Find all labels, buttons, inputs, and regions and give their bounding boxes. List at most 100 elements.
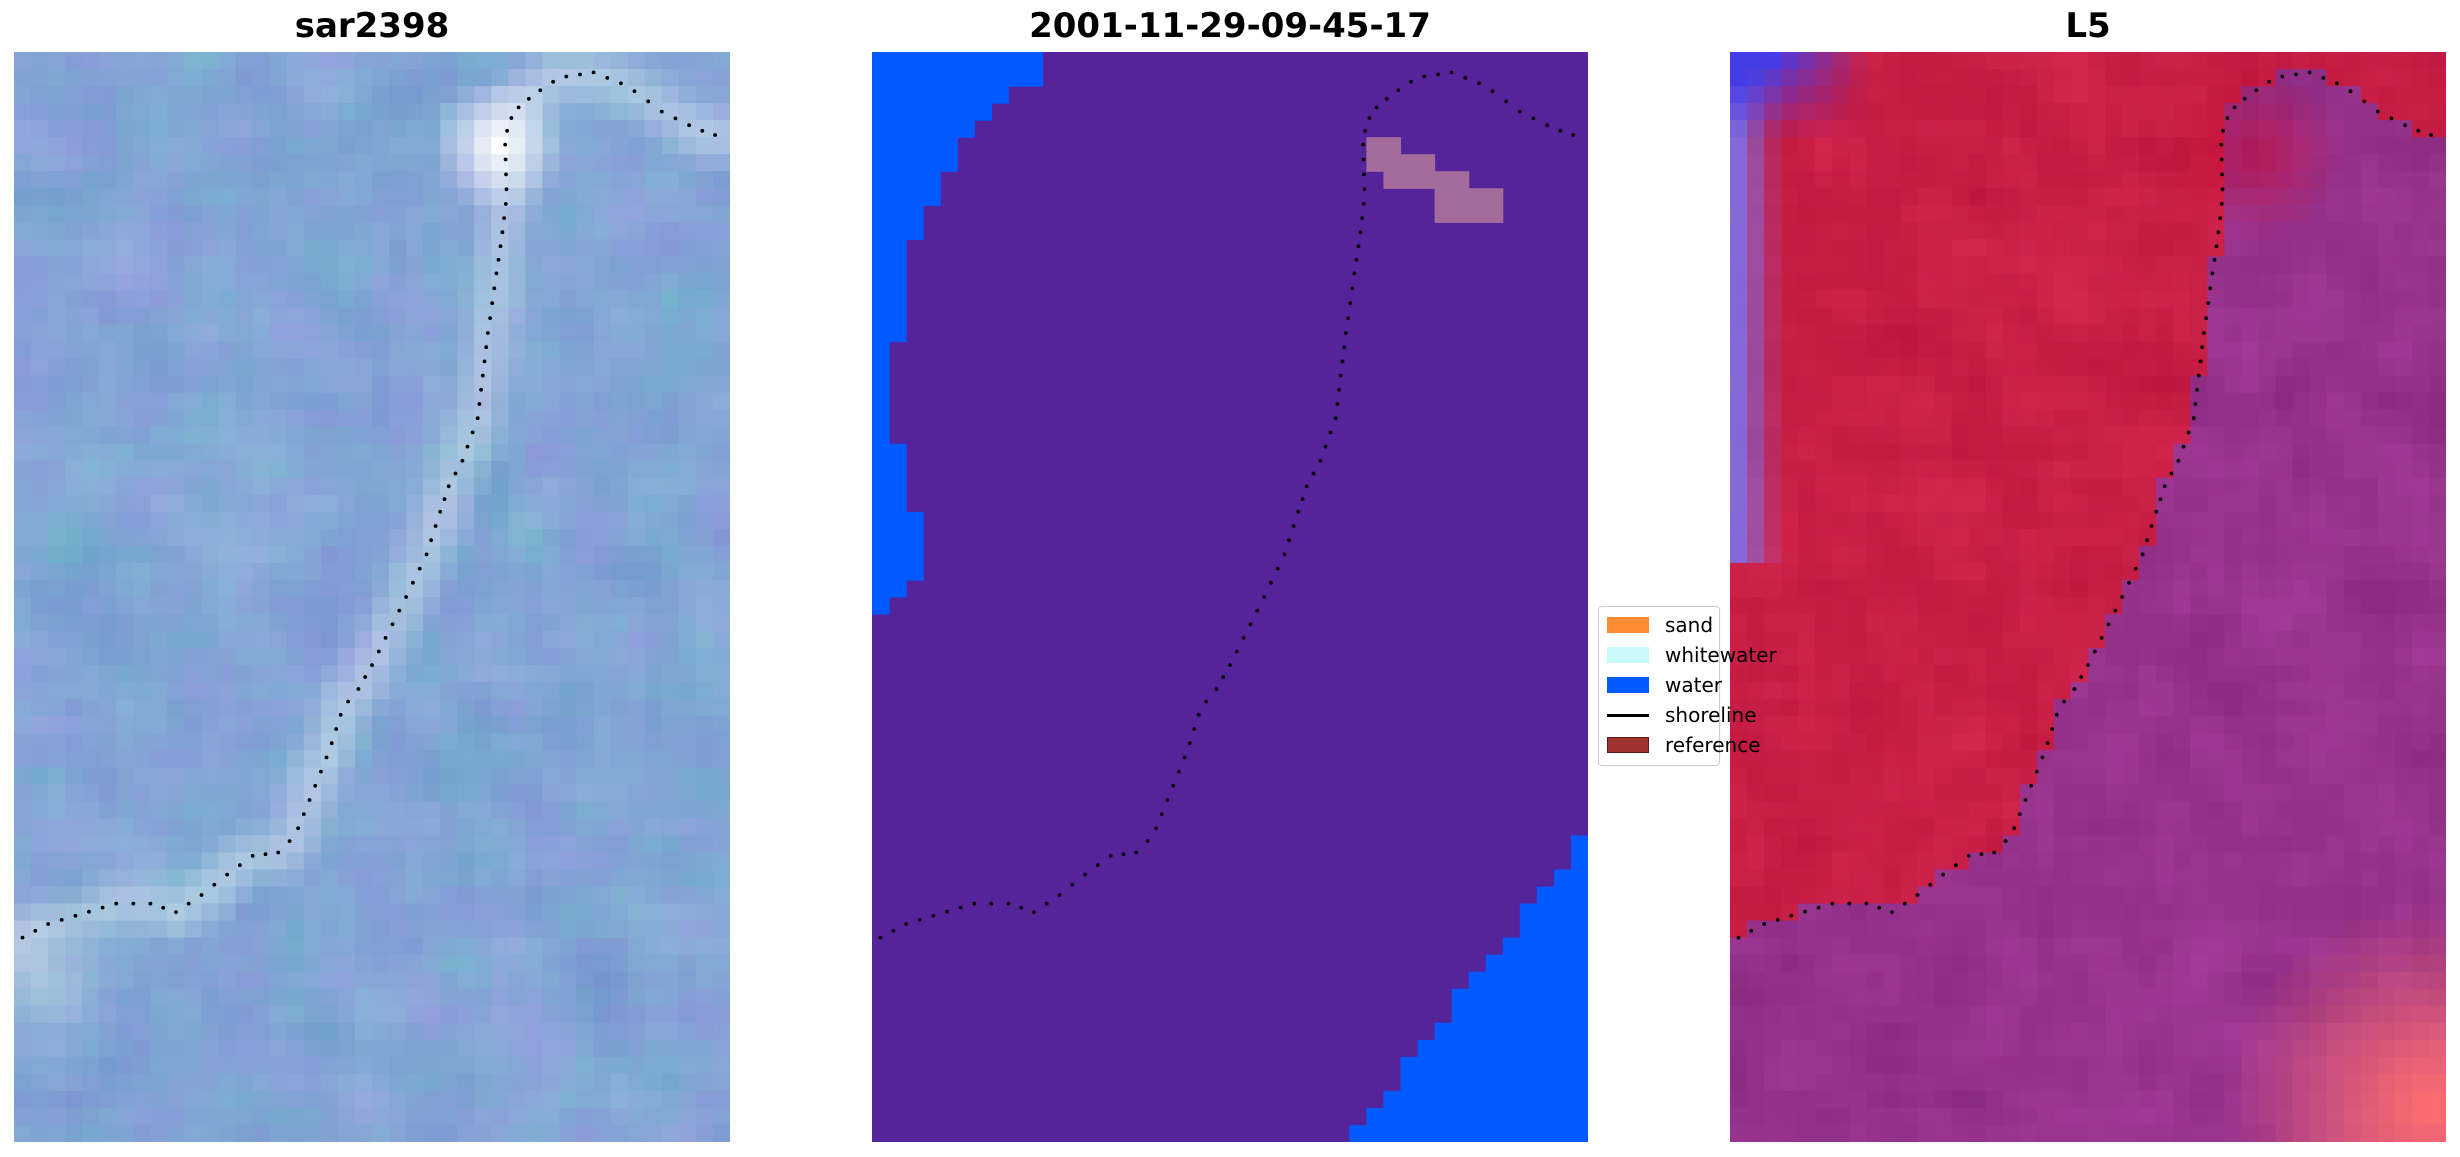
shoreline-point	[2113, 608, 2118, 613]
classification-panel	[872, 52, 1588, 1142]
shoreline-point	[2045, 741, 2050, 746]
shoreline-point	[484, 345, 489, 350]
shoreline-point	[424, 552, 429, 557]
shoreline-point	[646, 99, 651, 104]
shoreline-point	[1928, 882, 1933, 887]
shoreline-point	[1234, 649, 1239, 654]
shoreline-point	[1422, 74, 1427, 79]
shoreline-point	[713, 133, 717, 137]
shoreline-point	[1083, 872, 1087, 877]
shoreline-point	[1384, 96, 1389, 101]
shoreline-point	[1966, 854, 1971, 858]
shoreline-point	[989, 901, 994, 906]
shoreline-point	[503, 202, 508, 206]
shoreline-point	[334, 727, 339, 731]
shoreline-point	[411, 580, 415, 585]
shoreline-point	[2158, 497, 2163, 501]
shoreline-point	[313, 783, 318, 788]
shoreline-point	[504, 172, 508, 177]
shoreline-point	[878, 935, 883, 940]
sar-image	[14, 52, 730, 1142]
shoreline-point	[114, 901, 119, 906]
shoreline-point	[1165, 798, 1170, 802]
shoreline-point	[59, 918, 64, 922]
shoreline-classification	[878, 70, 1575, 940]
shoreline-point	[1248, 622, 1253, 627]
shoreline-point	[1803, 909, 1807, 914]
shoreline-point	[2198, 359, 2203, 364]
shoreline-point	[1463, 76, 1468, 80]
shoreline-point	[1269, 580, 1273, 585]
shoreline-point	[2145, 538, 2149, 543]
shoreline-point	[2012, 826, 2016, 831]
shoreline-point	[1350, 286, 1355, 291]
shoreline-point	[632, 89, 637, 94]
shoreline-point	[1864, 901, 1869, 906]
shoreline-point	[1348, 301, 1353, 306]
shoreline-point	[363, 675, 368, 679]
shoreline-point	[2186, 430, 2191, 435]
shoreline-point	[2403, 123, 2407, 128]
legend-swatch-sand	[1607, 617, 1649, 633]
shoreline-point	[1361, 202, 1366, 206]
shoreline-point	[526, 96, 531, 101]
shoreline-point	[100, 905, 105, 910]
shoreline-point	[490, 301, 495, 306]
shoreline-point	[346, 699, 350, 704]
shoreline-point	[296, 826, 300, 831]
shoreline-point	[2054, 712, 2059, 717]
shoreline-point	[276, 850, 281, 855]
shoreline-point	[1134, 850, 1139, 855]
shoreline-point	[2092, 649, 2097, 654]
shoreline-point	[1545, 123, 1549, 128]
shoreline-point	[1121, 852, 1126, 857]
shoreline-point	[2017, 812, 2022, 816]
shoreline-point	[338, 712, 343, 717]
shoreline-point	[2225, 116, 2230, 120]
shoreline-point	[1558, 128, 1563, 133]
shoreline-point	[2429, 133, 2433, 137]
shoreline-point	[1296, 509, 1301, 514]
shoreline-point	[2280, 74, 2285, 79]
shoreline-point	[1154, 826, 1158, 831]
shoreline-point	[1032, 910, 1036, 914]
shoreline-point	[1775, 918, 1780, 922]
legend-label-sand: sand	[1665, 613, 1714, 637]
shoreline-point	[2206, 301, 2211, 306]
shoreline-point	[287, 839, 292, 843]
shoreline-point	[1304, 484, 1309, 489]
shoreline-point	[659, 109, 664, 114]
legend-swatch-water	[1607, 677, 1649, 693]
shoreline-point	[238, 863, 242, 868]
shoreline-point	[383, 636, 388, 640]
l5-image	[1730, 52, 2446, 1142]
shoreline-point	[1363, 128, 1367, 133]
shoreline-point	[212, 882, 217, 887]
legend-item-sand: sand	[1607, 611, 1713, 639]
shoreline-point	[1830, 901, 1835, 906]
legend-item-shoreline: shoreline	[1607, 701, 1757, 729]
shoreline-point	[2416, 128, 2421, 133]
shoreline-point	[2348, 89, 2353, 94]
shoreline-point	[486, 331, 490, 335]
shoreline-point	[2362, 99, 2367, 104]
shoreline-point	[1877, 905, 1882, 910]
shoreline-point	[505, 128, 509, 133]
legend-swatch-reference	[1607, 737, 1649, 753]
shoreline-point	[700, 128, 705, 133]
shoreline-point	[442, 497, 447, 501]
shoreline-point	[2220, 172, 2224, 177]
shoreline-point	[1477, 81, 1481, 86]
shoreline-point	[551, 79, 555, 84]
shoreline-point	[1449, 70, 1454, 75]
shoreline-point	[2062, 699, 2066, 704]
shoreline-point	[1340, 359, 1345, 364]
shoreline-point	[2149, 524, 2154, 528]
shoreline-point	[2029, 783, 2034, 788]
shoreline-point	[73, 913, 78, 918]
shoreline-point	[2219, 142, 2224, 147]
shoreline-point	[1287, 538, 1291, 543]
shoreline-point	[1517, 109, 1522, 114]
shoreline-point	[2191, 416, 2196, 421]
shoreline-point	[307, 798, 312, 802]
